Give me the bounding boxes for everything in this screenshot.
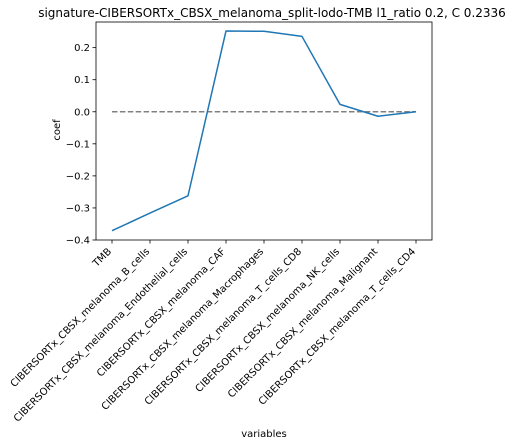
- plot-area: −0.4−0.3−0.2−0.10.00.10.2TMBCIBERSORTx_C…: [9, 22, 432, 424]
- x-tick-label: TMB: [90, 246, 114, 270]
- y-tick-label: −0.3: [66, 203, 90, 214]
- x-tick-label: CIBERSORTx_CBSX_melanoma_B_cells: [9, 246, 152, 389]
- y-tick-label: 0.2: [74, 43, 90, 54]
- y-tick-label: 0.1: [74, 75, 90, 86]
- y-tick-label: 0.0: [74, 107, 90, 118]
- y-axis-label: coef: [52, 119, 63, 141]
- x-axis-label: variables: [241, 429, 287, 440]
- y-tick-label: −0.4: [66, 236, 90, 247]
- x-tick-label: CIBERSORTx_CBSX_melanoma_NK_cells: [194, 246, 342, 394]
- x-tick-label: CIBERSORTx_CBSX_melanoma_Endothelial_cel…: [12, 246, 190, 424]
- y-tick-label: −0.1: [66, 139, 90, 150]
- y-tick-label: −0.2: [66, 171, 90, 182]
- series-line-0: [112, 31, 416, 231]
- plot-frame: [96, 22, 432, 240]
- chart-title: signature-CIBERSORTx_CBSX_melanoma_split…: [38, 6, 505, 20]
